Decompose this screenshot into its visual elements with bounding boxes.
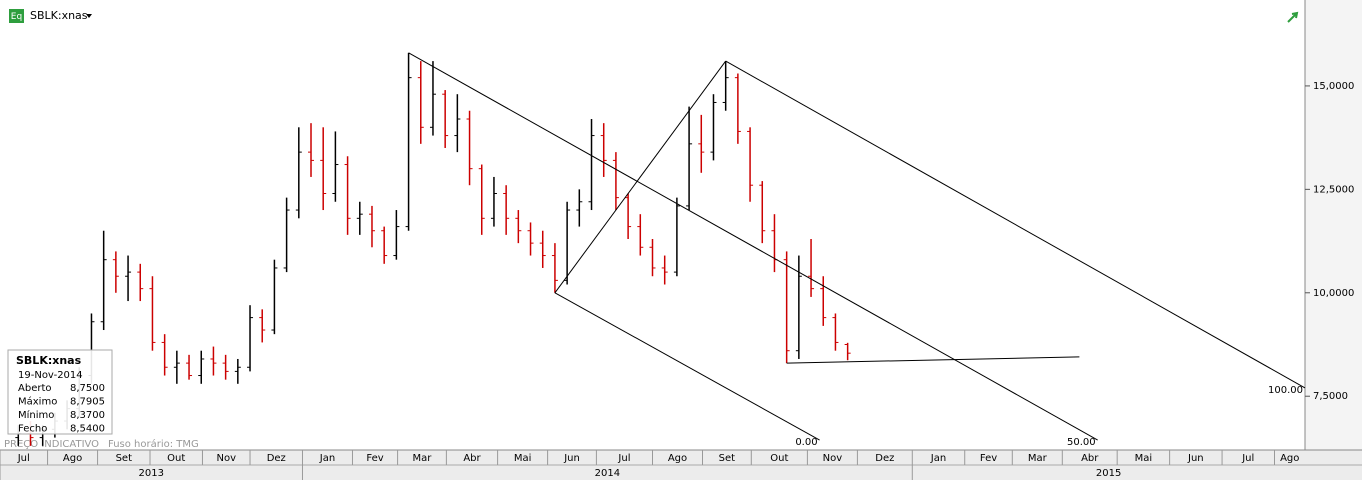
info-value: 8,7905 <box>70 397 105 408</box>
y-tick-label: 15,0000 <box>1313 81 1354 92</box>
x-tick-label: Ago <box>1280 453 1299 464</box>
x-tick-label: Mai <box>1135 453 1153 464</box>
year-label: 2015 <box>1096 468 1121 479</box>
info-box <box>7 349 113 435</box>
y-tick-label: 12,5000 <box>1313 184 1354 195</box>
trend-line <box>554 60 727 294</box>
channel-label: 50.00 <box>1067 437 1096 448</box>
x-tick-label: Abr <box>1081 453 1099 464</box>
x-tick-label: Dez <box>875 453 894 464</box>
x-tick-label: Jul <box>1241 453 1254 464</box>
info-label: Mínimo <box>18 409 54 421</box>
y-axis-panel <box>1305 0 1362 450</box>
x-tick-label: Jan <box>319 453 335 464</box>
x-tick-label: Fev <box>980 453 997 464</box>
x-tick-label: Jun <box>563 453 580 464</box>
channel-label: 0.00 <box>795 437 817 448</box>
x-tick-label: Ago <box>63 453 82 464</box>
trend-line <box>725 60 1306 389</box>
price-bars <box>15 52 851 446</box>
timezone-note: Fuso horário: TMG <box>108 438 199 450</box>
year-label: 2013 <box>139 468 164 479</box>
x-tick-label: Mar <box>413 453 433 464</box>
year-label: 2014 <box>595 468 620 479</box>
info-value: 8,5400 <box>70 424 105 435</box>
info-label: Fecho <box>18 424 47 435</box>
x-tick-label: Jun <box>1187 453 1204 464</box>
x-tick-label: Jul <box>17 453 30 464</box>
x-tick-label: Out <box>167 453 185 464</box>
x-tick-label: Fev <box>366 453 383 464</box>
y-tick-label: 10,0000 <box>1313 288 1354 299</box>
x-tick-label: Jan <box>930 453 946 464</box>
x-tick-label: Set <box>116 453 133 464</box>
trend-line <box>554 292 820 441</box>
trend-icon[interactable] <box>1287 11 1299 23</box>
info-symbol: SBLK:xnas <box>16 354 82 367</box>
symbol-icon[interactable] <box>9 9 24 23</box>
x-tick-label: Set <box>719 453 736 464</box>
info-date: 19-Nov-2014 <box>18 370 83 381</box>
x-tick-label: Ago <box>668 453 687 464</box>
x-tick-label: Jul <box>617 453 630 464</box>
price-note: PREÇO INDICATIVO <box>4 439 99 450</box>
y-tick-label: 7,5000 <box>1313 391 1348 402</box>
dropdown-arrow[interactable] <box>86 14 92 18</box>
info-label: Aberto <box>18 383 52 394</box>
x-tick-label: Nov <box>216 453 236 464</box>
x-tick-label: Dez <box>267 453 286 464</box>
info-label: Máximo <box>18 396 57 408</box>
trend-line <box>408 52 1098 441</box>
icon-label: Eq <box>11 12 22 22</box>
channel-label: 100.00 <box>1268 385 1303 396</box>
x-tick-label: Abr <box>463 453 481 464</box>
trend-line <box>786 356 1080 364</box>
x-tick-label: Nov <box>823 453 843 464</box>
x-tick-label: Mar <box>1028 453 1048 464</box>
x-tick-label: Mai <box>514 453 532 464</box>
info-value: 8,7500 <box>70 383 105 394</box>
info-value: 8,3700 <box>70 410 105 421</box>
x-tick-label: Out <box>770 453 788 464</box>
symbol-title[interactable]: SBLK:xnas <box>30 9 88 22</box>
